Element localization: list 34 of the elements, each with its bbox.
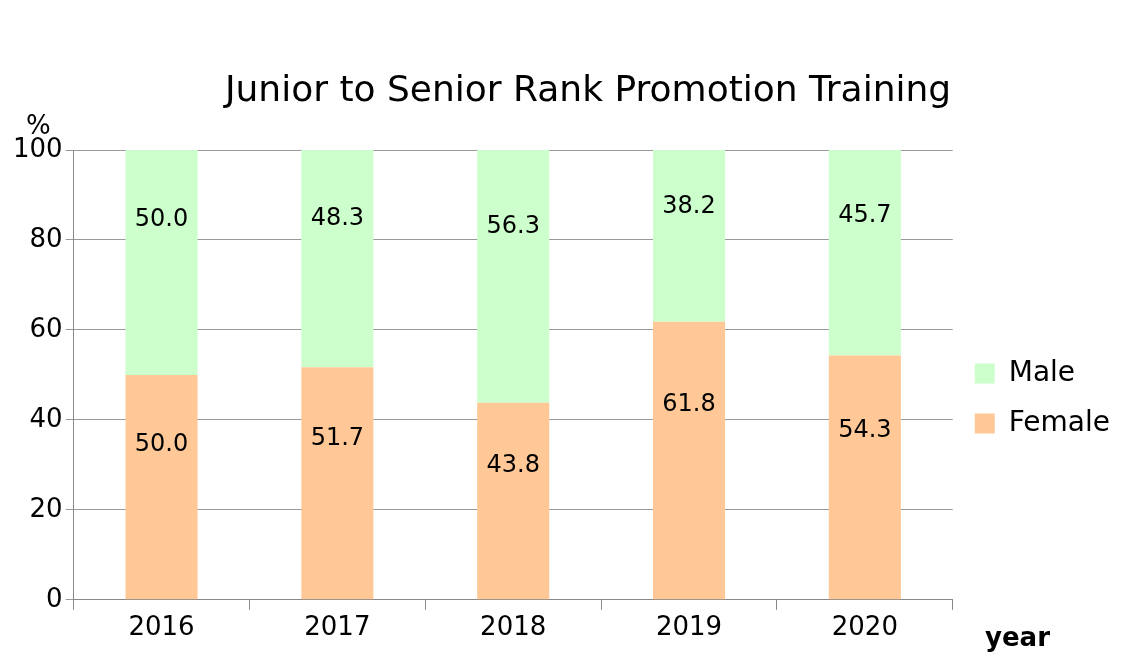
x-tick-label: 2017 (304, 611, 371, 642)
data-label: 61.8 (662, 389, 716, 418)
bar (125, 374, 198, 600)
x-tick-label: 2018 (480, 611, 547, 642)
data-label: 48.3 (310, 202, 365, 231)
chart-title: Junior to Senior Rank Promotion Training (222, 68, 953, 109)
data-label: 45.7 (838, 199, 892, 228)
data-label: 50.0 (134, 429, 189, 458)
bar (125, 150, 198, 375)
data-label: 54.3 (838, 414, 892, 443)
bar (477, 402, 550, 600)
y-tick-label: 0 (46, 582, 63, 613)
y-tick-label: 20 (29, 492, 63, 523)
x-tick-label: 2016 (128, 611, 195, 642)
bar (828, 355, 901, 600)
data-label: 56.3 (486, 211, 540, 240)
data-label: 51.7 (310, 423, 365, 452)
x-tick-label: 2019 (655, 611, 723, 642)
bar (828, 150, 901, 356)
x-axis-title: year (985, 622, 1050, 652)
legend-label: Male (1008, 354, 1076, 388)
data-label: 50.0 (134, 204, 189, 233)
data-label: 43.8 (486, 450, 540, 479)
bar (652, 150, 726, 322)
y-tick-label: 80 (29, 222, 63, 253)
y-tick-label: 60 (29, 312, 63, 343)
legend-label: Female (1008, 404, 1111, 438)
bar (301, 367, 374, 600)
y-tick-label: 40 (29, 402, 63, 433)
bar (301, 150, 374, 368)
bar (652, 321, 726, 600)
bar (477, 150, 550, 403)
data-label: 38.2 (662, 191, 716, 220)
x-tick-label: 2020 (831, 611, 898, 642)
